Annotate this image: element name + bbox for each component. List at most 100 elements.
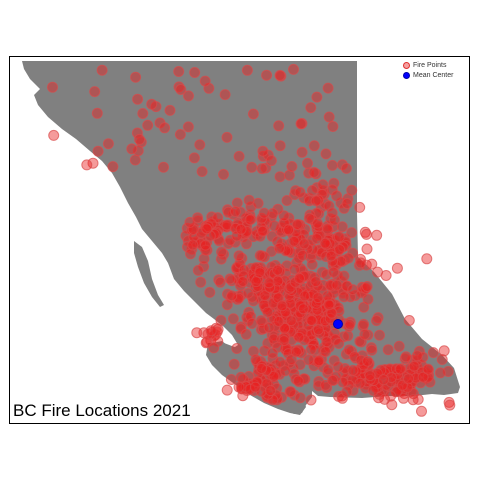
fire-point xyxy=(364,370,376,382)
fire-point xyxy=(438,345,450,357)
fire-point xyxy=(294,359,306,371)
fire-point xyxy=(312,324,324,336)
fire-point xyxy=(325,250,337,262)
fire-point xyxy=(306,259,318,270)
fire-point xyxy=(282,348,294,360)
fire-point xyxy=(290,346,302,358)
fire-point xyxy=(255,315,267,327)
fire-point xyxy=(200,337,212,349)
fire-point xyxy=(244,214,256,226)
fire-point xyxy=(385,390,397,402)
fire-point xyxy=(241,225,253,237)
fire-point xyxy=(263,277,275,289)
fire-point xyxy=(313,376,325,387)
fire-point xyxy=(285,354,297,366)
fire-point xyxy=(283,283,295,295)
fire-point xyxy=(338,270,350,282)
legend-item-mean-center: Mean Center xyxy=(403,70,465,80)
fire-point xyxy=(89,86,101,98)
fire-point xyxy=(294,300,306,312)
fire-point xyxy=(107,161,119,173)
fire-point xyxy=(346,227,358,239)
fire-point xyxy=(96,64,108,76)
fire-point xyxy=(291,219,303,230)
fire-point xyxy=(321,336,333,348)
fire-point xyxy=(327,121,339,132)
fire-point xyxy=(289,276,301,288)
fire-point xyxy=(362,355,374,367)
fire-point xyxy=(279,365,291,377)
fire-point xyxy=(231,343,243,354)
fire-point xyxy=(305,343,317,355)
fire-point xyxy=(198,261,210,273)
fire-point xyxy=(146,98,158,110)
fire-point xyxy=(273,315,285,327)
fire-point xyxy=(268,220,280,232)
fire-point xyxy=(256,163,268,175)
fire-point xyxy=(327,374,339,386)
fire-point xyxy=(308,166,320,178)
fire-point xyxy=(214,276,226,288)
fire-point xyxy=(272,275,284,287)
fire-point xyxy=(298,238,310,250)
fire-point xyxy=(328,177,340,189)
fire-point xyxy=(380,270,392,281)
fire-point xyxy=(188,152,200,164)
fire-point xyxy=(311,217,323,229)
fire-point xyxy=(349,351,361,363)
fire-point xyxy=(328,266,340,278)
fire-point xyxy=(366,258,378,270)
fire-point xyxy=(129,154,141,166)
fire-point xyxy=(248,345,259,357)
fire-point xyxy=(393,340,405,352)
fire-point xyxy=(195,276,207,288)
legend-label-mean-center: Mean Center xyxy=(413,71,454,79)
fire-point xyxy=(159,122,171,134)
fire-point xyxy=(298,373,310,385)
fire-point xyxy=(344,319,356,330)
fire-point xyxy=(262,149,274,161)
fire-point xyxy=(422,363,434,375)
fire-point xyxy=(263,322,275,334)
fire-point xyxy=(288,63,299,75)
fire-point xyxy=(130,71,142,83)
fire-point xyxy=(286,161,298,172)
fire-point xyxy=(317,179,329,191)
fire-point xyxy=(48,129,60,141)
mean-center-legend-icon xyxy=(403,71,410,79)
fire-point xyxy=(427,347,439,359)
fire-point xyxy=(411,350,423,362)
fire-point xyxy=(310,195,322,207)
fire-point xyxy=(331,279,343,291)
fire-point xyxy=(320,346,332,358)
fire-point xyxy=(398,392,409,404)
fire-point xyxy=(360,282,372,294)
fire-point xyxy=(102,138,114,150)
fire-point xyxy=(233,381,245,393)
fire-point xyxy=(333,231,345,243)
fire-point xyxy=(323,299,335,311)
map-canvas xyxy=(22,61,460,417)
fire-point xyxy=(306,185,318,196)
fire-point xyxy=(267,208,279,219)
fire-point xyxy=(310,276,322,288)
fire-point xyxy=(294,186,306,198)
fire-point xyxy=(273,242,285,254)
fire-point xyxy=(326,207,338,219)
fire-point xyxy=(260,162,272,174)
map-title: BC Fire Locations 2021 xyxy=(13,401,191,420)
fire-point xyxy=(196,166,208,177)
fire-point xyxy=(185,248,196,260)
fire-point xyxy=(394,363,406,375)
fire-point xyxy=(246,291,258,303)
fire-point xyxy=(366,344,378,356)
fire-point xyxy=(323,111,335,123)
fire-point xyxy=(322,290,333,302)
fire-point xyxy=(235,223,247,235)
fire-point xyxy=(322,364,334,376)
fire-point xyxy=(339,363,351,374)
fire-point xyxy=(274,69,286,81)
fire-point xyxy=(293,331,305,343)
fire-point xyxy=(321,223,333,235)
fire-point xyxy=(361,281,373,292)
